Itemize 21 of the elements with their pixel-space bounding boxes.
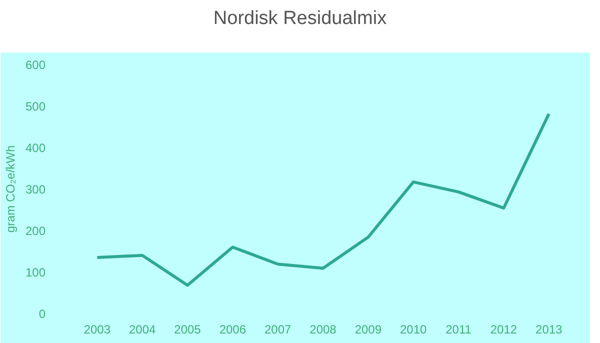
x-tick-label: 2006 xyxy=(219,322,246,336)
y-tick-label: 200 xyxy=(25,224,46,238)
y-tick-label: 0 xyxy=(38,307,46,321)
y-tick-label: 600 xyxy=(25,58,46,72)
chart-title: Nordisk Residualmix xyxy=(213,7,387,31)
x-tick-label: 2008 xyxy=(310,322,337,336)
x-tick-label: 2009 xyxy=(354,322,382,336)
y-tick-label: 100 xyxy=(25,266,46,280)
x-tick-label: 2013 xyxy=(536,322,563,336)
x-tick-label: 2004 xyxy=(128,322,156,336)
x-tick-label: 2005 xyxy=(174,322,202,336)
x-tick-label: 2010 xyxy=(400,322,428,336)
x-tick-label: 2011 xyxy=(446,322,472,336)
x-tick-label: 2012 xyxy=(490,322,518,336)
y-tick-label: 300 xyxy=(25,182,46,196)
y-tick-label: 500 xyxy=(25,100,46,114)
x-tick-label: 2007 xyxy=(264,322,292,336)
y-tick-label: 400 xyxy=(25,141,46,155)
x-tick-label: 2003 xyxy=(84,322,111,336)
line-series xyxy=(96,112,550,287)
y-axis-title: gram CO₂e/kWh xyxy=(3,145,18,233)
